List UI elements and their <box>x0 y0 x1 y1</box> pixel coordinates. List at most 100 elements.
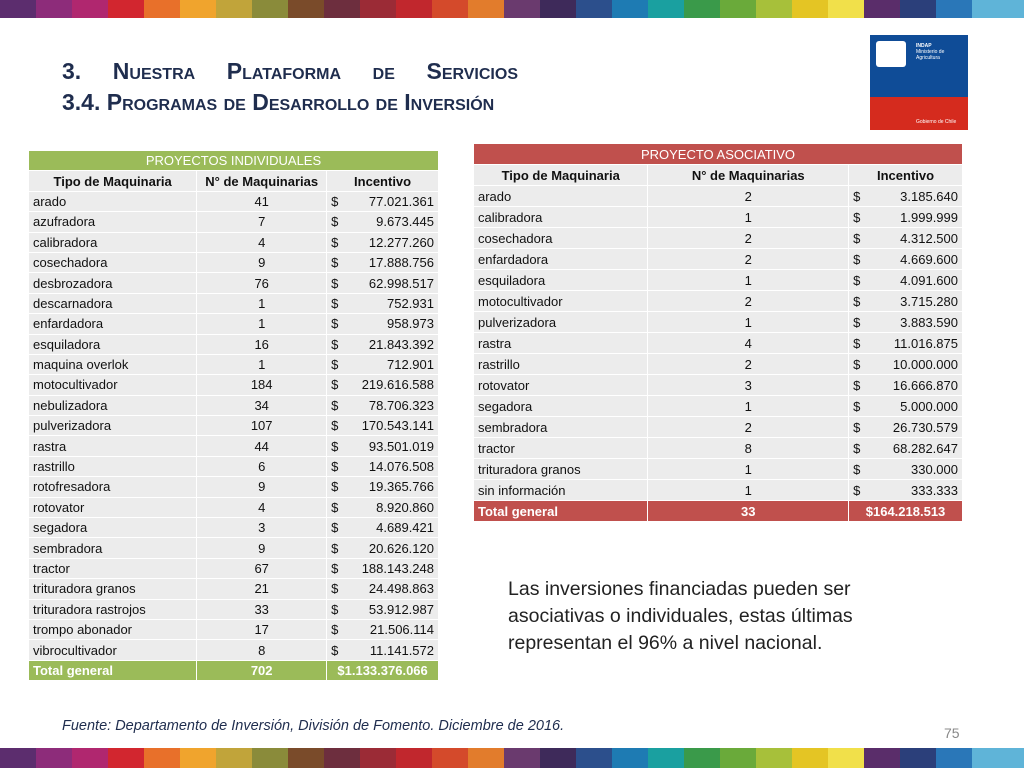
machine-count: 1 <box>647 206 850 228</box>
incentive-value: $4.312.500 <box>853 231 958 246</box>
machine-count: 1 <box>196 353 328 376</box>
table-row: trituradora granos 1 $330.000 <box>472 458 963 480</box>
table-row: arado 2 $3.185.640 <box>472 185 963 207</box>
logo-band <box>870 97 968 130</box>
currency: $ <box>331 275 339 291</box>
amount: 9.673.445 <box>376 214 434 230</box>
incentive-value: $68.282.647 <box>853 441 958 456</box>
amount: 24.498.863 <box>368 581 434 597</box>
machine-count: 2 <box>647 290 850 312</box>
currency: $ <box>853 188 861 204</box>
incentive-value: $17.888.756 <box>331 255 434 270</box>
amount: 3.883.590 <box>900 314 958 330</box>
machine-type: descarnadora <box>27 292 198 315</box>
associative-table: PROYECTO ASOCIATIVO Tipo de Maquinaria N° … <box>472 143 963 522</box>
machine-type: sin información <box>472 479 649 501</box>
total-cell: $1.133.376.066 <box>326 659 439 682</box>
currency: $ <box>331 622 339 638</box>
column-header-row: Tipo de Maquinaria N° de Maquinarias Incen… <box>472 164 963 186</box>
amount: 188.143.248 <box>361 561 434 576</box>
column-header: Incentivo <box>848 164 963 186</box>
currency: $ <box>331 295 339 311</box>
amount: 4.091.600 <box>900 272 958 288</box>
machine-type: rastra <box>472 332 649 354</box>
machine-count: 1 <box>196 313 328 335</box>
machine-count: 76 <box>196 272 328 294</box>
incentive-value: $93.501.019 <box>331 439 434 454</box>
machine-count: 1 <box>647 311 850 333</box>
color-strip <box>0 0 1024 18</box>
table-row: vibrocultivador 8 $11.141.572 <box>27 639 439 661</box>
incentive-value: $8.920.860 <box>331 500 434 515</box>
table-row: pulverizadora 107 $170.543.141 <box>27 415 439 437</box>
source: Fuente: Departamento de Inversión, Divis… <box>62 718 565 734</box>
incentive-value: $752.931 <box>331 296 434 311</box>
machine-type: pulverizadora <box>472 311 649 333</box>
machine-type: cosechadora <box>472 227 649 249</box>
table-title-row: PROYECTO ASOCIATIVO <box>473 143 963 165</box>
incentive-value: $77.021.361 <box>331 194 434 209</box>
incentive-value: $78.706.323 <box>331 398 434 413</box>
logo-org: INDAP <box>916 43 932 49</box>
incentive-value: $9.673.445 <box>331 214 434 229</box>
amount: 68.282.647 <box>892 440 958 456</box>
incentive: $78.706.323 <box>326 394 439 417</box>
table-row: rastra 4 $11.016.875 <box>472 332 963 354</box>
machine-type: trompo abonador <box>27 618 198 641</box>
machine-type: rastra <box>27 435 198 457</box>
incentive-value: $1.999.999 <box>853 210 958 225</box>
amount: 14.076.508 <box>368 459 434 475</box>
amount: 11.141.572 <box>369 642 434 658</box>
machine-type: arado <box>472 185 649 207</box>
note: Las inversiones financiadas pueden ser a… <box>508 578 853 654</box>
machine-type: enfardadora <box>472 248 649 270</box>
column-header: Incentivo <box>326 170 439 192</box>
incentive: $3.883.590 <box>848 311 963 333</box>
incentive: $8.920.860 <box>326 496 439 519</box>
machine-type: rastrillo <box>27 455 198 478</box>
incentive-value: $5.000.000 <box>853 399 958 414</box>
incentive-value: $3.715.280 <box>853 294 958 309</box>
incentive: $21.843.392 <box>326 333 439 355</box>
currency: $ <box>331 601 339 617</box>
color-strip <box>0 748 1024 768</box>
incentive: $16.666.870 <box>848 374 963 396</box>
table-row: nebulizadora 34 $78.706.323 <box>27 394 439 417</box>
currency: $ <box>853 377 861 393</box>
column-header: N° de Maquinarias <box>647 164 850 186</box>
currency: $ <box>331 561 339 576</box>
currency: $ <box>853 251 861 267</box>
currency: $ <box>331 316 339 332</box>
incentive-value: $330.000 <box>853 462 958 477</box>
amount: 78.706.323 <box>368 397 434 413</box>
currency: $ <box>853 419 861 435</box>
incentive: $20.626.120 <box>326 537 439 559</box>
incentive: $77.021.361 <box>326 190 439 213</box>
total-cell: 702 <box>196 659 328 682</box>
machine-type: enfardadora <box>27 313 198 335</box>
incentive: $5.000.000 <box>848 395 963 417</box>
amount: 958.973 <box>387 316 434 332</box>
machine-type: rotovator <box>27 496 198 519</box>
incentive: $93.501.019 <box>326 435 439 457</box>
table-row: sin información 1 $333.333 <box>472 479 963 501</box>
machine-count: 1 <box>647 458 850 480</box>
machine-count: 3 <box>647 374 850 396</box>
machine-count: 33 <box>196 598 328 620</box>
currency: $ <box>331 234 339 250</box>
machine-count: 184 <box>196 374 328 396</box>
machine-type: trituradora rastrojos <box>27 598 198 620</box>
incentive: $170.543.141 <box>326 415 439 437</box>
amount: 170.543.141 <box>361 418 434 434</box>
machine-count: 2 <box>647 416 850 438</box>
machine-type: cosechadora <box>27 251 198 274</box>
amount: 10.000.000 <box>892 356 958 372</box>
incentive: $4.312.500 <box>848 227 963 249</box>
incentive-value: $21.506.114 <box>331 622 434 637</box>
amount: 77.021.361 <box>368 193 434 209</box>
incentive-value: $4.091.600 <box>853 273 958 288</box>
machine-type: motocultivador <box>472 290 649 312</box>
table-row: rotofresadora 9 $19.365.766 <box>27 476 439 498</box>
incentive-value: $712.901 <box>331 357 434 372</box>
table-row: motocultivador 2 $3.715.280 <box>472 290 963 312</box>
